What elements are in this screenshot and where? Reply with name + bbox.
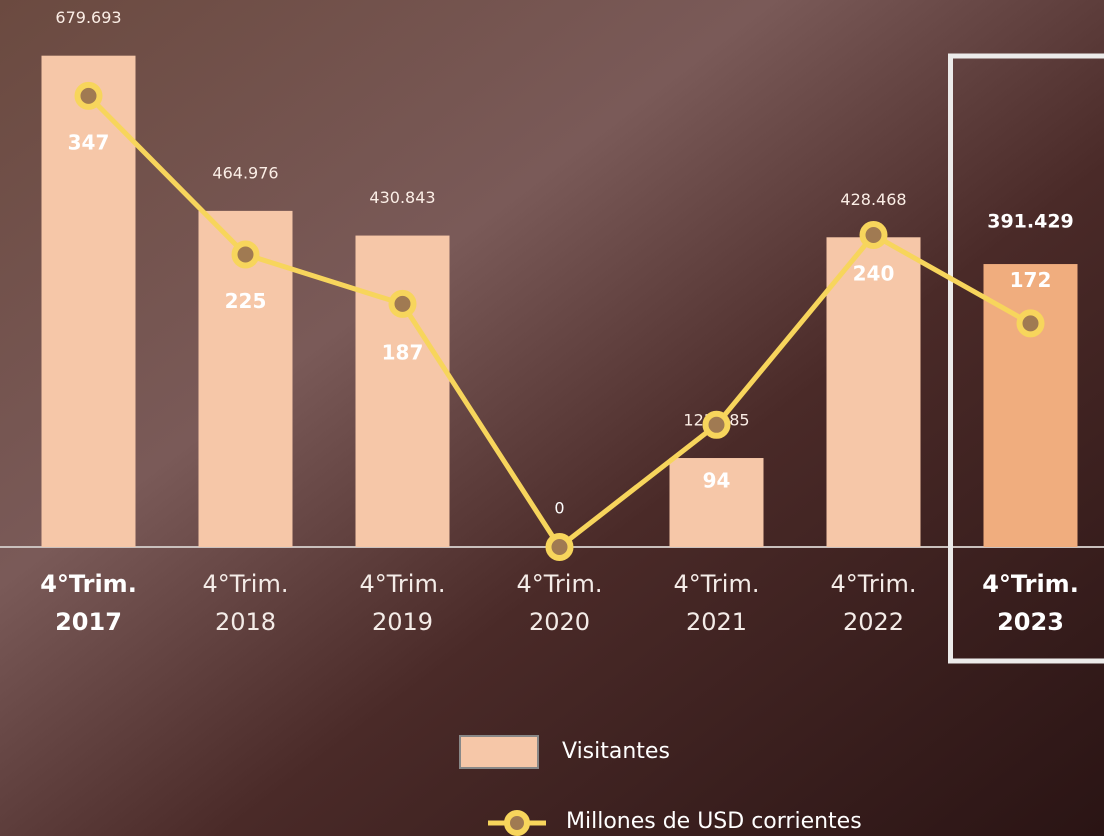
line-value-label: 240 bbox=[853, 262, 895, 286]
line-value-label: 172 bbox=[1010, 268, 1052, 292]
x-tick-label: 4°Trim. 2023 bbox=[982, 570, 1079, 636]
line-value-label: 0 bbox=[554, 499, 564, 518]
legend-label: Visitantes bbox=[562, 739, 670, 764]
line-value-label: 225 bbox=[225, 289, 267, 313]
line-point bbox=[388, 289, 417, 318]
line-point bbox=[1016, 309, 1045, 338]
bar-value-label: 679.693 bbox=[55, 8, 121, 27]
line-point bbox=[545, 533, 574, 561]
x-tick-label: 4°Trim. 2018 bbox=[203, 570, 289, 636]
x-tick-label: 4°Trim. 2019 bbox=[360, 570, 446, 636]
bar-value-label: 464.976 bbox=[212, 163, 278, 182]
line-point bbox=[702, 410, 731, 439]
line-point bbox=[859, 221, 888, 249]
legend-swatch bbox=[459, 735, 539, 769]
line-value-label: 94 bbox=[703, 468, 731, 492]
bar-value-label: 391.429 bbox=[987, 211, 1074, 233]
x-tick-label: 4°Trim. 2021 bbox=[674, 570, 760, 636]
line-value-label: 187 bbox=[382, 340, 424, 364]
bar-value-label: 430.843 bbox=[369, 188, 435, 207]
bar bbox=[355, 235, 450, 547]
line-point bbox=[74, 81, 103, 110]
line-value-label: 347 bbox=[68, 130, 110, 154]
highlight-frame bbox=[948, 53, 1104, 664]
legend-marker bbox=[504, 810, 530, 836]
x-tick-label: 4°Trim. 2022 bbox=[831, 570, 917, 636]
line-point bbox=[231, 240, 260, 269]
x-tick-label: 4°Trim. 2017 bbox=[40, 570, 137, 636]
bar bbox=[826, 237, 921, 547]
x-tick-label: 4°Trim. 2020 bbox=[517, 570, 603, 636]
legend-label: Millones de USD corrientes bbox=[566, 809, 862, 834]
bar-value-label: 428.468 bbox=[840, 190, 906, 209]
bar bbox=[669, 458, 764, 547]
bar bbox=[41, 55, 136, 548]
